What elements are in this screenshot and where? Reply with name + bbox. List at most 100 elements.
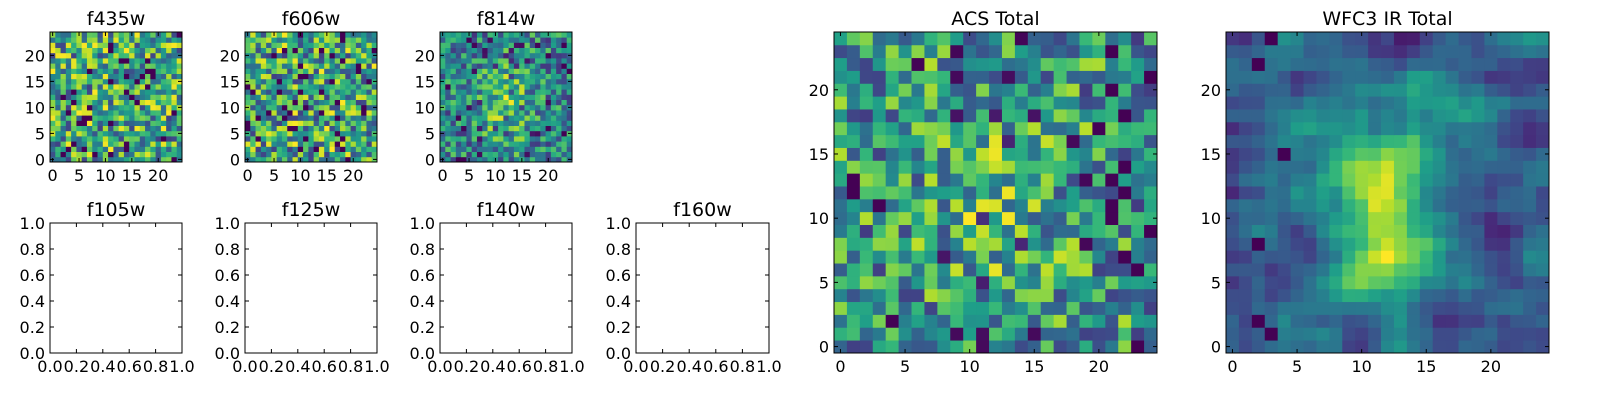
heatmap-cell bbox=[487, 115, 494, 121]
heatmap-cell bbox=[340, 146, 346, 152]
heatmap-cell bbox=[297, 110, 304, 116]
heatmap-cell bbox=[482, 68, 488, 74]
heatmap-cell bbox=[1144, 70, 1158, 84]
heatmap-cell bbox=[1419, 109, 1434, 123]
heatmap-cell bbox=[1014, 288, 1029, 303]
heatmap-cell bbox=[65, 156, 72, 163]
heatmap-cell bbox=[65, 84, 72, 90]
heatmap-cell bbox=[260, 47, 267, 54]
heatmap-cell bbox=[108, 120, 114, 126]
heatmap-cell bbox=[92, 78, 98, 85]
heatmap-cell bbox=[134, 73, 141, 80]
heatmap-cell bbox=[1329, 301, 1343, 315]
heatmap-cell bbox=[487, 68, 494, 74]
heatmap-cell bbox=[1484, 211, 1498, 225]
heatmap-cell bbox=[466, 136, 473, 142]
heatmap-cell bbox=[1355, 250, 1369, 264]
heatmap-cell bbox=[1131, 211, 1145, 225]
heatmap-cell bbox=[885, 263, 899, 277]
heatmap-cell bbox=[350, 141, 357, 147]
heatmap-cell bbox=[1277, 109, 1291, 123]
heatmap-cell bbox=[329, 73, 336, 80]
heatmap-cell bbox=[1484, 96, 1498, 110]
heatmap-cell bbox=[1079, 121, 1093, 136]
heatmap-cell bbox=[1238, 121, 1253, 136]
heatmap-cell bbox=[859, 301, 874, 315]
heatmap-cell bbox=[71, 151, 77, 158]
heatmap-cell bbox=[1027, 121, 1042, 136]
heatmap-cell bbox=[76, 146, 83, 152]
heatmap-cell bbox=[1277, 314, 1291, 328]
heatmap-cell bbox=[1238, 147, 1253, 161]
heatmap-cell bbox=[440, 37, 446, 43]
heatmap-cell bbox=[166, 73, 172, 80]
heatmap-cell bbox=[313, 89, 320, 95]
heatmap-cell bbox=[287, 94, 293, 100]
heatmap-cell bbox=[340, 89, 346, 95]
heatmap-cell bbox=[118, 73, 125, 80]
heatmap-cell bbox=[139, 42, 146, 48]
heatmap-cell bbox=[260, 120, 267, 126]
heatmap-cell bbox=[872, 44, 887, 59]
heatmap-cell bbox=[160, 52, 167, 59]
heatmap-cell bbox=[556, 42, 562, 48]
heatmap-cell bbox=[1053, 44, 1067, 59]
heatmap-cell bbox=[1027, 327, 1042, 341]
heatmap-cell bbox=[503, 32, 510, 38]
heatmap-cell bbox=[281, 156, 288, 163]
heatmap-cell bbox=[1523, 263, 1537, 277]
heatmap-cell bbox=[1393, 160, 1408, 174]
heatmap-cell bbox=[1118, 186, 1132, 200]
heatmap-cell bbox=[455, 120, 462, 126]
heatmap-cell bbox=[297, 120, 304, 126]
heatmap-cell bbox=[1510, 147, 1524, 161]
heatmap-cell bbox=[281, 73, 288, 80]
heatmap-cell bbox=[350, 52, 357, 59]
heatmap-cell bbox=[145, 52, 151, 59]
heatmap-cell bbox=[482, 141, 488, 147]
heatmap-cell bbox=[86, 115, 93, 121]
heatmap-cell bbox=[113, 156, 120, 163]
heatmap-cell bbox=[471, 146, 478, 152]
x-tick-label: 15 bbox=[317, 166, 337, 185]
heatmap-cell bbox=[71, 120, 77, 126]
heatmap-cell bbox=[123, 104, 130, 111]
heatmap-cell bbox=[1144, 224, 1158, 238]
heatmap-cell bbox=[540, 125, 546, 132]
heatmap-cell bbox=[371, 125, 378, 132]
axes-frame bbox=[49, 222, 183, 354]
heatmap-cell bbox=[1066, 301, 1080, 315]
heatmap-cell bbox=[145, 73, 151, 80]
heatmap-cell bbox=[329, 63, 336, 69]
heatmap-cell bbox=[911, 301, 925, 315]
heatmap-cell bbox=[1277, 340, 1291, 354]
heatmap-cell bbox=[1066, 288, 1080, 303]
heatmap-cell bbox=[97, 136, 104, 142]
heatmap-cell bbox=[976, 147, 990, 161]
heatmap-cell bbox=[86, 32, 93, 38]
heatmap-cell bbox=[340, 125, 346, 132]
heatmap-cell bbox=[524, 32, 531, 38]
y-tick-label: 0.0 bbox=[20, 344, 45, 363]
heatmap-cell bbox=[1014, 275, 1029, 290]
heatmap-cell bbox=[1066, 275, 1080, 290]
heatmap-cell bbox=[97, 110, 104, 116]
heatmap-cell bbox=[524, 68, 531, 74]
heatmap-cell bbox=[440, 115, 446, 121]
heatmap-cell bbox=[1355, 57, 1369, 71]
heatmap-cell bbox=[166, 42, 172, 48]
heatmap-cell bbox=[963, 173, 977, 187]
heatmap-cell bbox=[313, 146, 320, 152]
heatmap-cell bbox=[1497, 83, 1511, 97]
heatmap-cell bbox=[271, 94, 278, 100]
heatmap-cell bbox=[139, 63, 146, 69]
heatmap-cell bbox=[65, 37, 72, 43]
heatmap-cell bbox=[266, 94, 272, 100]
heatmap-cell bbox=[145, 37, 151, 43]
heatmap-cell bbox=[529, 120, 536, 126]
heatmap-cell bbox=[445, 136, 451, 142]
heatmap-cell bbox=[250, 130, 256, 137]
heatmap-cell bbox=[1419, 32, 1434, 46]
heatmap-cell bbox=[989, 83, 1003, 97]
heatmap-cell bbox=[1510, 340, 1524, 354]
